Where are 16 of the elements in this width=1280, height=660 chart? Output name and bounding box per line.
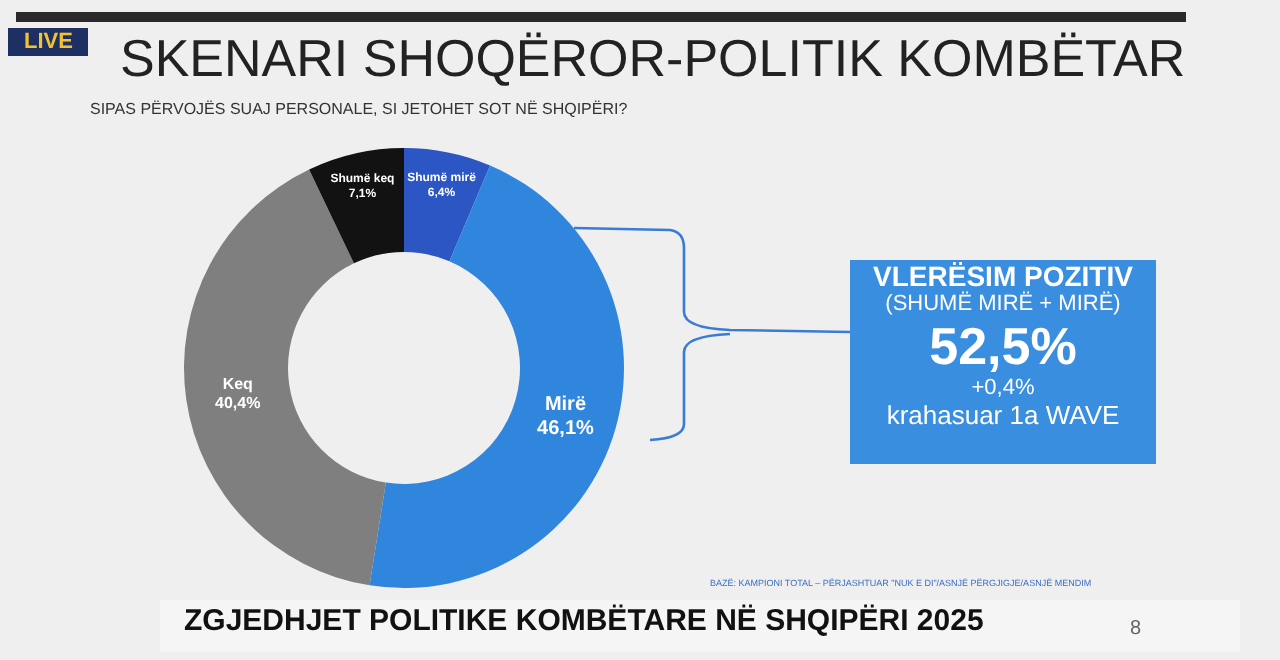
slice-label: Mirë xyxy=(544,394,587,417)
data-label: 40,4% xyxy=(215,394,261,413)
slice-label: Keq xyxy=(222,374,254,393)
text: VLERËSIM POZITIV xyxy=(871,260,1135,292)
text: 8 xyxy=(1130,618,1142,640)
data-label: 46,1% xyxy=(537,418,595,441)
text: ZGJEDHJET POLITIKE KOMBËTARE NË SHQIPËRI 2025 xyxy=(184,604,984,638)
text: LIVE xyxy=(8,28,89,56)
chart-title: SKENARI SHOQËROR-POLITIK KOMBËTAR xyxy=(120,28,1186,90)
text: (SHUMË MIRË + MIRË) xyxy=(883,292,1123,316)
donut-slice xyxy=(309,148,404,264)
text: krahasuar 1a WAVE xyxy=(884,400,1122,430)
text: +0,4% xyxy=(969,376,1037,400)
donut-slice xyxy=(404,148,491,262)
chart-subtitle: SIPAS PËRVOJËS SUAJ PERSONALE, SI JETOHET SOT NË SHQIPËRI? xyxy=(90,100,628,118)
text: 52,5% xyxy=(927,316,1079,376)
